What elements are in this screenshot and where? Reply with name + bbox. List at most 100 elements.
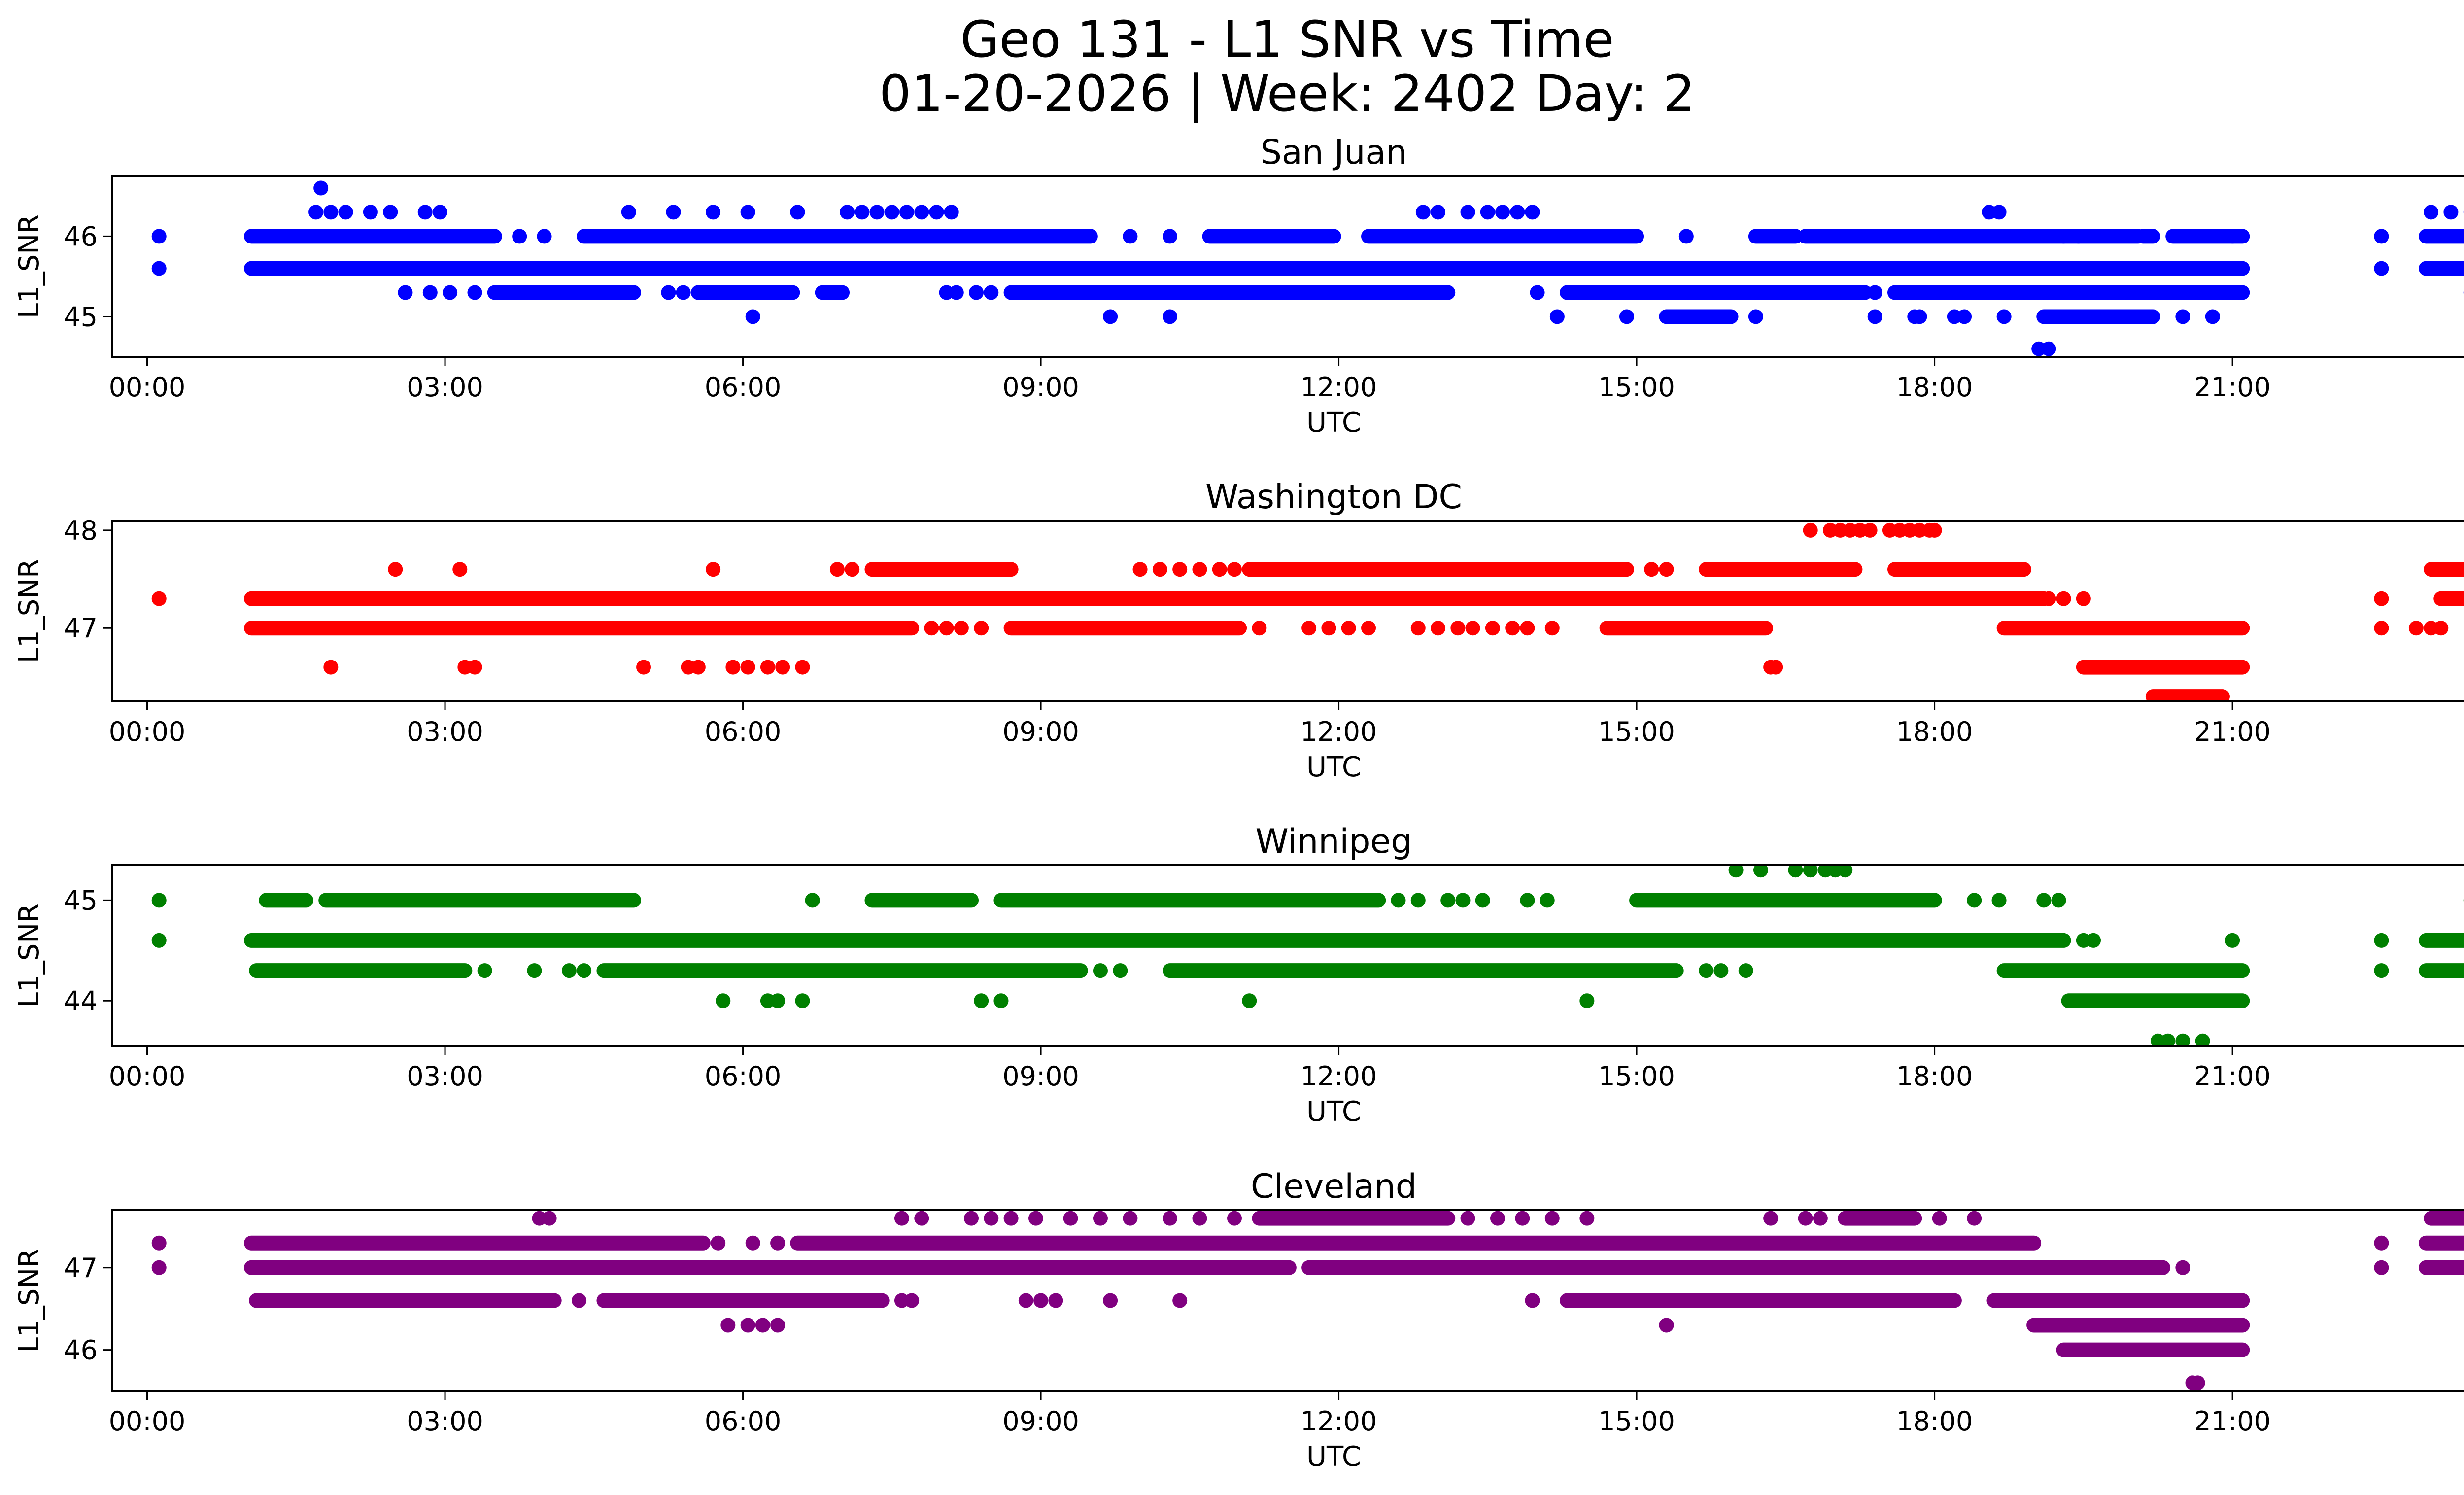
data-point bbox=[2433, 621, 2449, 636]
data-point bbox=[2076, 591, 2091, 606]
y-tick-label: 44 bbox=[64, 985, 98, 1016]
x-tick-label: 15:00 bbox=[1598, 372, 1675, 403]
data-point bbox=[993, 993, 1009, 1008]
data-point-run bbox=[1887, 562, 2031, 577]
data-point-run bbox=[1996, 621, 2250, 636]
data-point bbox=[1028, 1211, 1043, 1226]
data-point bbox=[1391, 893, 1406, 908]
data-point bbox=[2374, 963, 2389, 978]
x-tick-label: 21:00 bbox=[2194, 1406, 2271, 1437]
data-point bbox=[1252, 621, 1267, 636]
data-point-run bbox=[2145, 689, 2230, 701]
data-point bbox=[1932, 1211, 1947, 1226]
data-point bbox=[1544, 621, 1560, 636]
subplot-title: Washington DC bbox=[1205, 478, 1462, 517]
x-tick-label: 18:00 bbox=[1896, 372, 1973, 403]
data-point bbox=[1093, 963, 1108, 978]
data-point bbox=[770, 993, 786, 1008]
x-tick-label: 09:00 bbox=[1002, 372, 1079, 403]
x-tick-label: 09:00 bbox=[1002, 1406, 1079, 1437]
x-tick-label: 15:00 bbox=[1598, 716, 1675, 747]
data-point bbox=[1867, 309, 1882, 324]
subplot-title: Cleveland bbox=[1251, 1167, 1417, 1206]
data-point bbox=[2225, 933, 2240, 948]
data-point bbox=[621, 205, 636, 220]
data-point bbox=[1048, 1293, 1063, 1308]
data-point bbox=[2056, 591, 2071, 606]
data-point bbox=[151, 261, 167, 276]
data-point bbox=[1163, 1211, 1178, 1226]
data-point-run bbox=[2026, 1318, 2250, 1333]
data-point-run bbox=[1659, 309, 1739, 324]
data-point bbox=[1520, 893, 1535, 908]
data-point bbox=[1455, 893, 1471, 908]
data-point bbox=[984, 285, 999, 300]
x-tick-label: 06:00 bbox=[705, 372, 782, 403]
data-point bbox=[1003, 1211, 1019, 1226]
data-point bbox=[1659, 562, 1674, 577]
data-point bbox=[790, 205, 805, 220]
x-tick-label: 15:00 bbox=[1598, 1061, 1675, 1092]
data-point bbox=[1341, 621, 1356, 636]
data-series bbox=[151, 180, 2464, 356]
data-point bbox=[745, 309, 760, 324]
data-point bbox=[422, 285, 438, 300]
data-point-run bbox=[1887, 285, 2250, 300]
data-point-run bbox=[2076, 660, 2250, 675]
data-point bbox=[740, 660, 755, 675]
subplot-3: Cleveland 00:00 03:00 06:00 09:00 12:00 15:00 1… bbox=[13, 1167, 2464, 1473]
data-point bbox=[1798, 1211, 1813, 1226]
data-point-run bbox=[1301, 1260, 2171, 1275]
x-tick-label: 12:00 bbox=[1300, 716, 1377, 747]
subplot-title: Winnipeg bbox=[1256, 822, 1412, 861]
x-tick-label: 03:00 bbox=[407, 372, 483, 403]
data-point bbox=[2225, 229, 2240, 244]
subplot-2: Winnipeg 00:00 03:00 06:00 09:00 12:00 15:00 18… bbox=[13, 822, 2464, 1128]
data-point bbox=[1460, 205, 1475, 220]
data-point bbox=[845, 562, 860, 577]
data-point bbox=[666, 205, 681, 220]
data-point-run bbox=[1003, 285, 1456, 300]
data-point bbox=[974, 993, 989, 1008]
data-point bbox=[537, 229, 552, 244]
data-point bbox=[884, 205, 899, 220]
data-point bbox=[1540, 893, 1555, 908]
data-point bbox=[944, 205, 959, 220]
data-point-run bbox=[2036, 309, 2160, 324]
data-point bbox=[2175, 309, 2190, 324]
data-point-run bbox=[2419, 933, 2464, 948]
data-point bbox=[1867, 285, 1882, 300]
data-point bbox=[1192, 562, 1207, 577]
data-point bbox=[869, 205, 885, 220]
data-point-run bbox=[1202, 229, 1341, 244]
x-tick-label: 03:00 bbox=[407, 716, 483, 747]
data-point bbox=[720, 1318, 736, 1333]
data-point bbox=[725, 660, 741, 675]
subplot-title: San Juan bbox=[1261, 133, 1407, 172]
data-point-run bbox=[1163, 963, 1684, 978]
data-point bbox=[2175, 1033, 2190, 1046]
data-point bbox=[1713, 963, 1729, 978]
data-point-run bbox=[690, 285, 800, 300]
data-point bbox=[2071, 229, 2086, 244]
x-axis-label: UTC bbox=[1306, 407, 1361, 439]
data-point bbox=[840, 205, 855, 220]
data-point bbox=[151, 591, 167, 606]
data-point-run bbox=[596, 963, 1088, 978]
axes-frame bbox=[111, 864, 2464, 1047]
data-point bbox=[1788, 865, 1803, 878]
data-point-run bbox=[815, 285, 850, 300]
data-point bbox=[1227, 562, 1242, 577]
data-point bbox=[1862, 522, 1878, 538]
data-point bbox=[577, 963, 592, 978]
data-point-run bbox=[993, 893, 1386, 908]
data-point bbox=[1991, 205, 2007, 220]
data-point bbox=[1475, 893, 1490, 908]
data-point bbox=[2374, 591, 2389, 606]
data-point bbox=[1465, 621, 1480, 636]
data-point bbox=[1495, 205, 1510, 220]
data-point bbox=[363, 205, 378, 220]
data-point bbox=[1967, 1211, 1982, 1226]
data-point-run bbox=[1560, 285, 1873, 300]
data-point bbox=[1410, 621, 1426, 636]
